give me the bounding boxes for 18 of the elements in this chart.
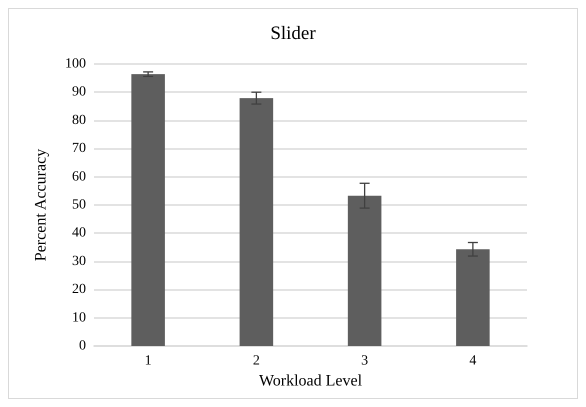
x-axis-title: Workload Level — [258, 372, 363, 390]
y-tick-label: 20 — [72, 282, 86, 298]
x-tick-label: 1 — [144, 354, 152, 368]
y-tick-label: 0 — [79, 338, 86, 354]
y-tick-label: 100 — [65, 56, 86, 72]
y-tick-label: 60 — [72, 169, 86, 184]
y-tick-label: 80 — [72, 112, 86, 128]
y-tick-label: 50 — [72, 198, 86, 212]
x-tick-label: 2 — [252, 354, 260, 368]
y-tick-label: 70 — [72, 141, 86, 156]
x-tick-label: 3 — [361, 354, 368, 368]
y-axis-title: Percent Accuracy — [32, 148, 50, 262]
chart-title: Slider — [270, 23, 316, 44]
y-tick-label: 30 — [72, 254, 86, 269]
y-tick-label: 90 — [72, 84, 86, 100]
y-tick-label: 10 — [72, 310, 86, 326]
y-tick-label: 40 — [72, 226, 86, 241]
x-tick-label: 4 — [469, 354, 476, 368]
